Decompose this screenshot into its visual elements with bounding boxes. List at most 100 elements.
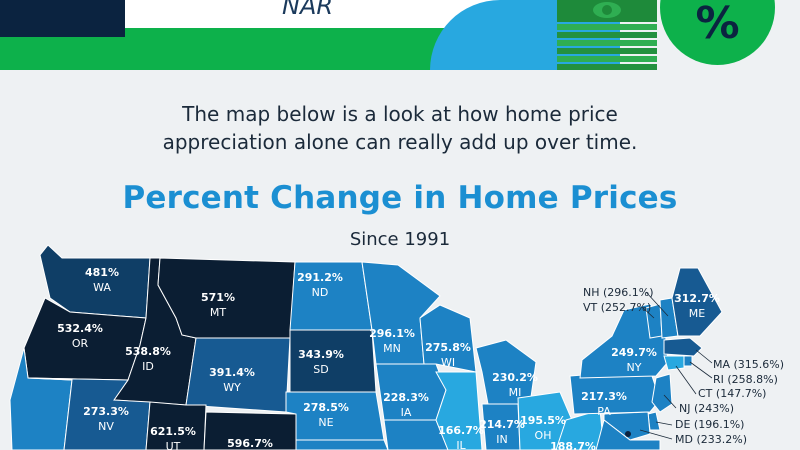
state-abbr: IA xyxy=(401,406,412,419)
state-value: 343.9% xyxy=(298,348,344,361)
label-wa: 481% WA xyxy=(85,266,119,294)
state-value: 278.5% xyxy=(303,401,349,414)
state-abbr: UT xyxy=(166,440,181,450)
label-id: 538.8% ID xyxy=(125,345,171,373)
state-in xyxy=(481,403,521,450)
state-il xyxy=(435,371,483,450)
svg-text:MD (233.2%): MD (233.2%) xyxy=(675,433,747,446)
callout-abbr: DE xyxy=(675,418,690,431)
state-abbr: WI xyxy=(441,356,455,369)
state-value: 296.1% xyxy=(369,327,415,340)
callout-abbr: NH xyxy=(583,286,600,299)
callout-abbr: CT xyxy=(698,387,713,400)
callout-value: (252.7%) xyxy=(601,301,652,314)
state-co xyxy=(203,411,297,450)
state-value: 230.2% xyxy=(492,371,538,384)
label-mi: 230.2% MI xyxy=(492,371,538,399)
label-sd: 343.9% SD xyxy=(298,348,344,376)
label-il: 166.7% IL xyxy=(438,424,484,450)
label-in: 214.7% IN xyxy=(479,418,525,446)
svg-text:NH (296.1%): NH (296.1%) xyxy=(583,286,654,299)
state-sd xyxy=(289,329,377,393)
state-value: 249.7% xyxy=(611,346,657,359)
label-co: 596.7% xyxy=(227,437,273,450)
label-oh: 195.5% OH xyxy=(520,414,566,442)
callout-value: (147.7%) xyxy=(716,387,767,400)
state-mo xyxy=(383,419,449,450)
state-abbr: NY xyxy=(627,361,642,374)
svg-text:CT (147.7%): CT (147.7%) xyxy=(698,387,766,400)
svg-text:NJ (243%): NJ (243%) xyxy=(679,402,734,415)
intro-line-2: appreciation alone can really add up ove… xyxy=(162,130,638,154)
callout-de: DE (196.1%) xyxy=(675,418,744,431)
label-wi: 275.8% WI xyxy=(425,341,471,369)
state-value: 188.7% xyxy=(550,440,596,450)
state-abbr: ID xyxy=(142,360,154,373)
state-value: 217.3% xyxy=(581,390,627,403)
state-abbr: IL xyxy=(456,439,466,450)
label-ny: 249.7% NY xyxy=(611,346,657,374)
callout-value: (258.8%) xyxy=(727,373,778,386)
label-nd: 291.2% ND xyxy=(297,271,343,299)
svg-text:DE (196.1%): DE (196.1%) xyxy=(675,418,744,431)
state-value: 532.4% xyxy=(57,322,103,335)
state-ri xyxy=(683,355,693,367)
state-value: 538.8% xyxy=(125,345,171,358)
label-mn: 296.1% MN xyxy=(369,327,415,355)
dc-marker-icon xyxy=(625,431,631,437)
state-value: 391.4% xyxy=(209,366,255,379)
callout-vt: VT (252.7%) xyxy=(583,301,651,314)
callout-value: (243%) xyxy=(694,402,734,415)
state-va xyxy=(595,419,661,450)
callout-nj: NJ (243%) xyxy=(679,402,734,415)
state-value: 291.2% xyxy=(297,271,343,284)
state-md xyxy=(603,411,651,441)
percent-badge-text: % xyxy=(695,0,740,49)
callout-nh: NH (296.1%) xyxy=(583,286,654,299)
state-abbr: ME xyxy=(689,307,705,320)
state-me xyxy=(671,267,723,337)
intro-line-1: The map below is a look at how home pric… xyxy=(182,102,618,126)
label-or: 532.4% OR xyxy=(57,322,103,350)
label-wy: 391.4% WY xyxy=(209,366,255,394)
source-label: NAR xyxy=(282,0,334,20)
state-value: 195.5% xyxy=(520,414,566,427)
state-value: 481% xyxy=(85,266,119,279)
state-value: 273.3% xyxy=(83,405,129,418)
svg-text:MA (315.6%): MA (315.6%) xyxy=(713,358,784,371)
state-abbr: MN xyxy=(383,342,401,355)
state-abbr: MI xyxy=(509,386,522,399)
state-value: 214.7% xyxy=(479,418,525,431)
state-value: 571% xyxy=(201,291,235,304)
label-ia: 228.3% IA xyxy=(383,391,429,419)
state-value: 312.7% xyxy=(674,292,720,305)
label-ut: 621.5% UT xyxy=(150,425,196,450)
map-subtitle: Since 1991 xyxy=(349,229,451,250)
label-nv: 273.3% NV xyxy=(83,405,129,433)
top-banner: NAR % xyxy=(0,0,800,70)
callout-value: (296.1%) xyxy=(603,286,654,299)
callout-ct: CT (147.7%) xyxy=(698,387,766,400)
label-mt: 571% MT xyxy=(201,291,235,319)
state-value: 166.7% xyxy=(438,424,484,437)
state-abbr: ND xyxy=(312,286,329,299)
state-abbr: SD xyxy=(313,363,328,376)
state-ma xyxy=(663,337,703,357)
callout-lines xyxy=(639,291,713,440)
state-abbr: WY xyxy=(223,381,241,394)
callout-value: (233.2%) xyxy=(696,433,747,446)
map-title: Percent Change in Home Prices xyxy=(122,180,678,216)
svg-text:RI (258.8%): RI (258.8%) xyxy=(713,373,778,386)
intro-text: The map below is a look at how home pric… xyxy=(140,100,660,156)
state-abbr: OR xyxy=(72,337,89,350)
state-abbr: OH xyxy=(535,429,552,442)
label-wv: 188.7% xyxy=(550,440,596,450)
state-abbr: IN xyxy=(496,433,507,446)
state-value: 596.7% xyxy=(227,437,273,450)
state-ks xyxy=(295,439,389,450)
state-abbr: NE xyxy=(318,416,333,429)
state-abbr: NV xyxy=(98,420,114,433)
banner-navy-block xyxy=(0,0,125,37)
callout-ma: MA (315.6%) xyxy=(713,358,784,371)
